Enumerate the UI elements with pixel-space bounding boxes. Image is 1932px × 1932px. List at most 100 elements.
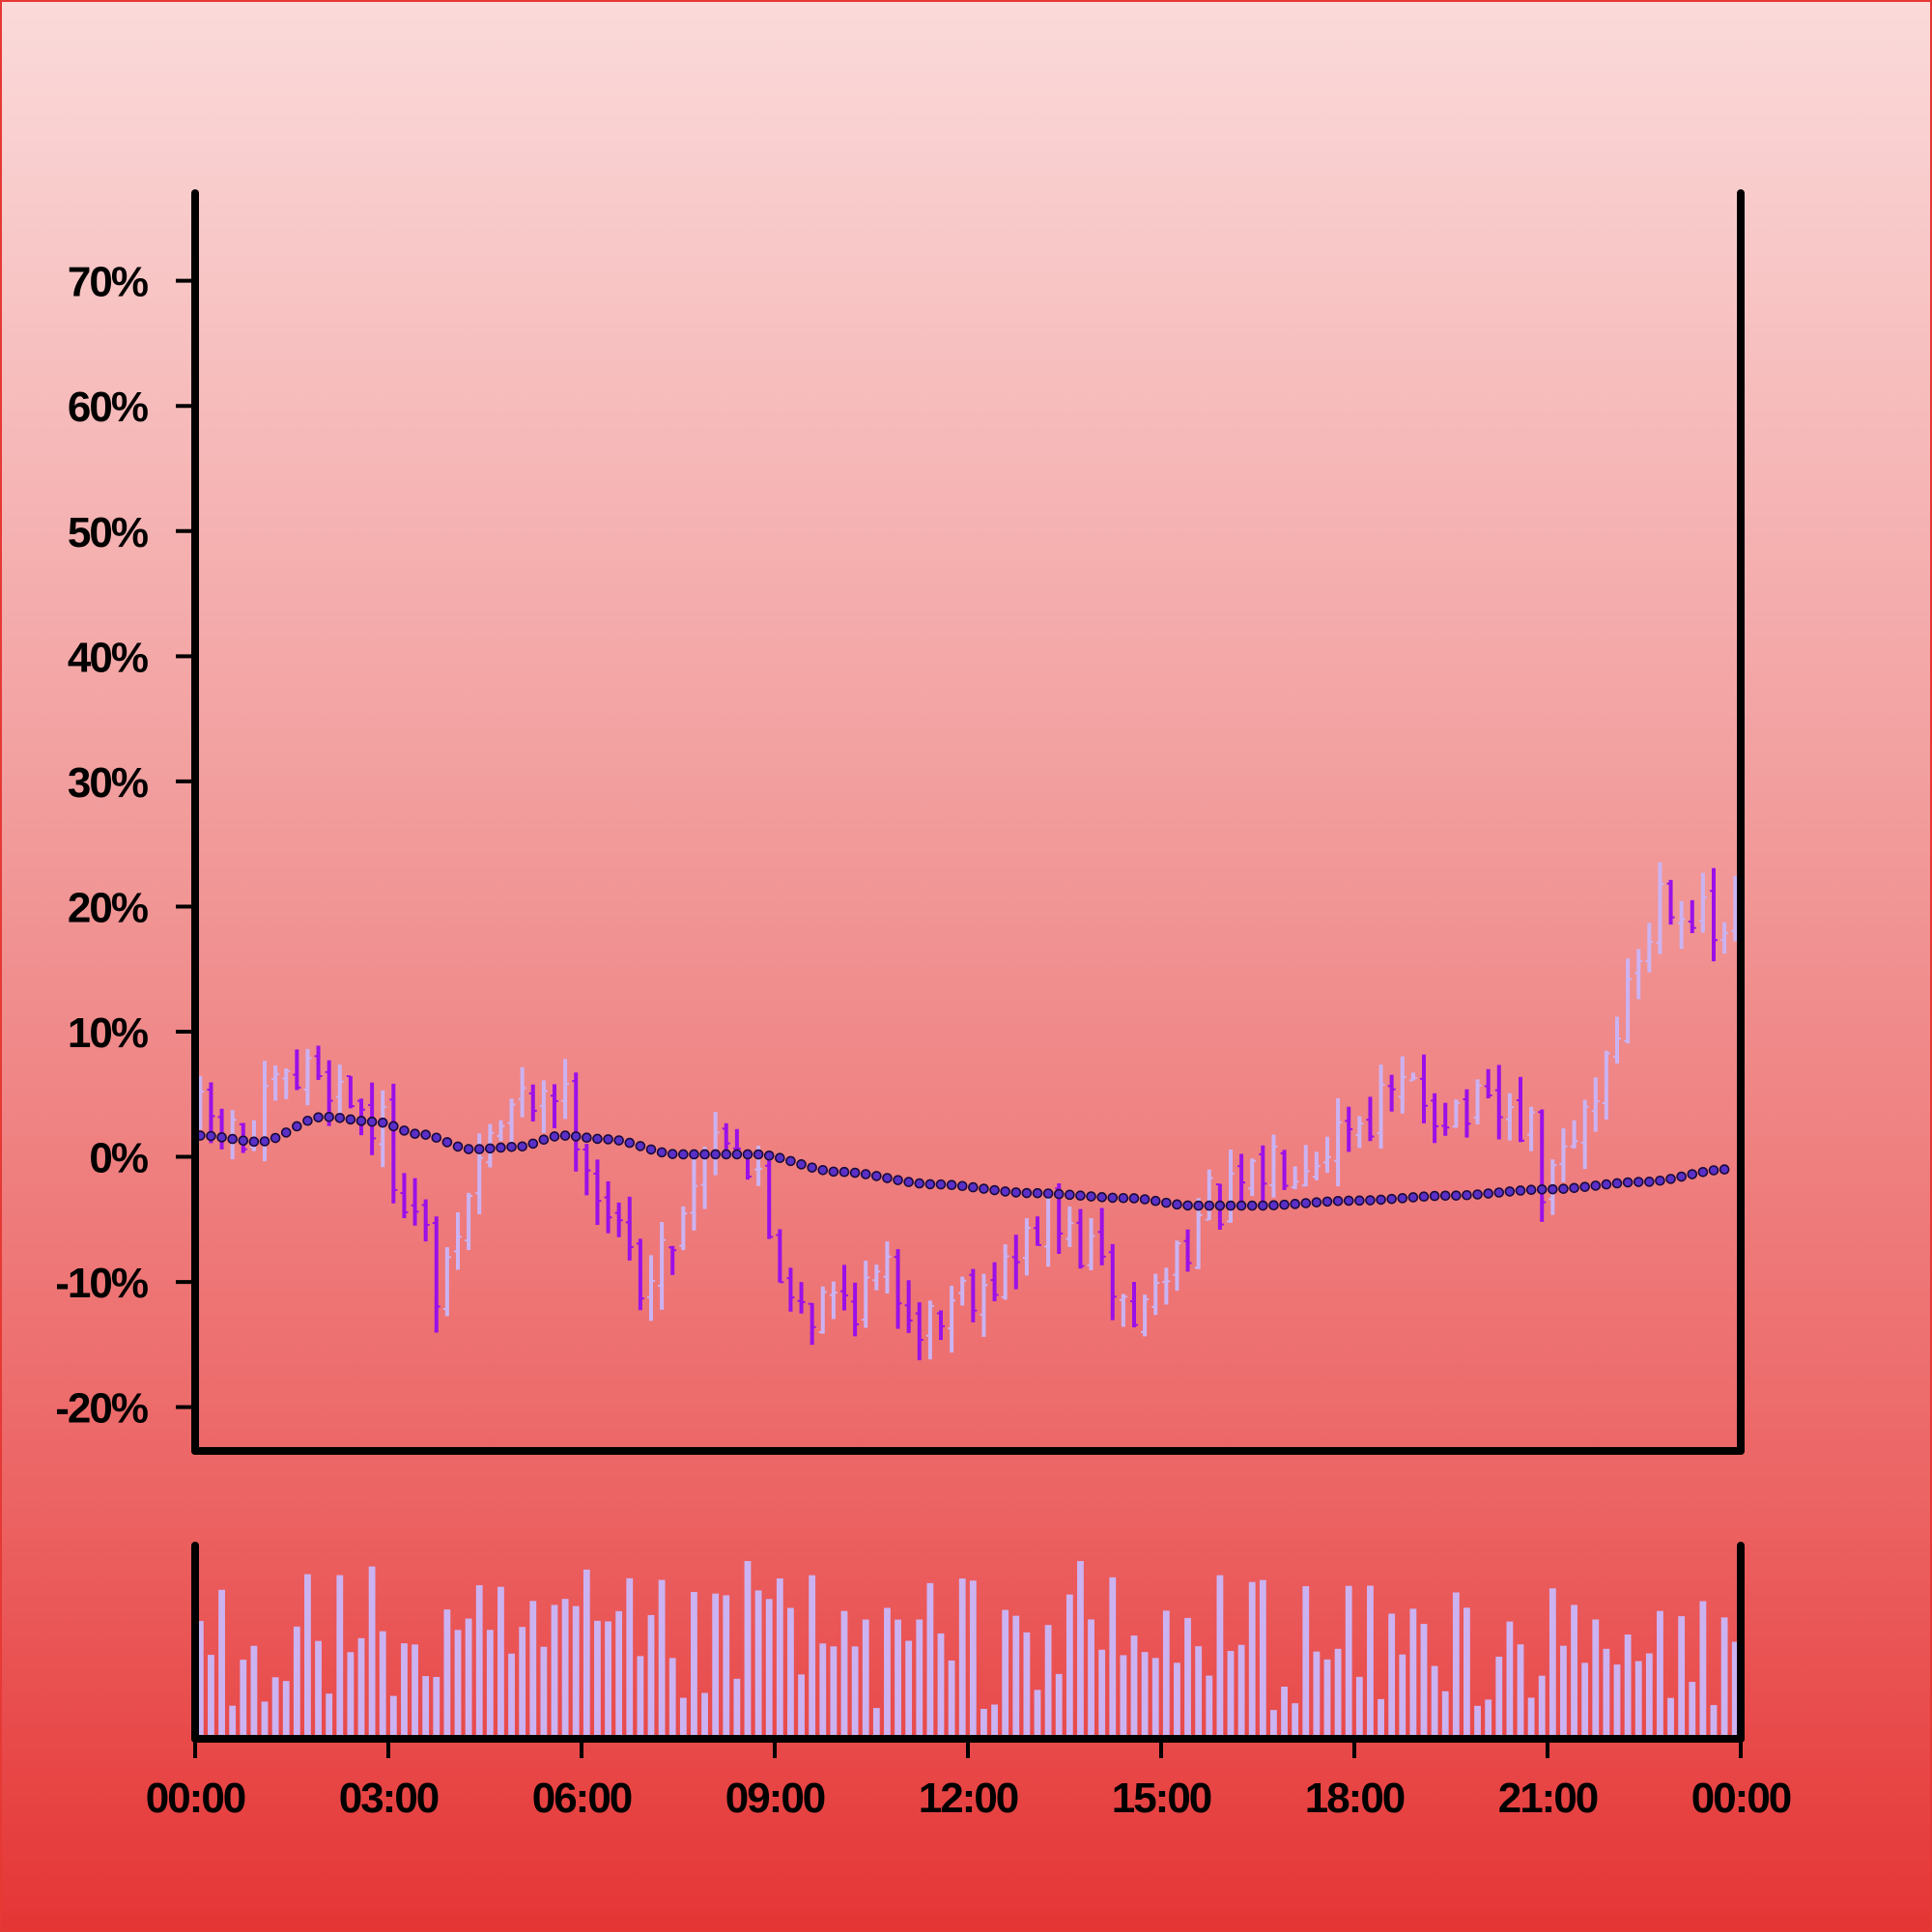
- moving-average-point: [731, 1149, 743, 1160]
- volume-bar: [1088, 1619, 1094, 1739]
- volume-bar: [465, 1618, 472, 1739]
- x-tick-label: 03:00: [339, 1775, 439, 1822]
- moving-average-point: [410, 1128, 420, 1139]
- volume-bar: [208, 1655, 214, 1739]
- volume-bar: [1259, 1579, 1266, 1739]
- volume-bar: [733, 1678, 741, 1739]
- volume-bar: [1548, 1588, 1556, 1739]
- volume-series: [196, 1561, 1739, 1739]
- moving-average-point: [1258, 1200, 1268, 1211]
- volume-bar: [1248, 1581, 1256, 1739]
- y-tick-label: 20%: [68, 884, 148, 931]
- x-tick-label: 21:00: [1498, 1775, 1598, 1822]
- moving-average-point: [1107, 1192, 1119, 1204]
- moving-average-point: [1719, 1164, 1730, 1175]
- moving-average-point: [1300, 1198, 1312, 1208]
- volume-bar: [315, 1640, 322, 1739]
- moving-average-point: [1290, 1199, 1300, 1209]
- volume-bar: [1367, 1585, 1374, 1739]
- moving-average-point: [1236, 1200, 1247, 1211]
- volume-bar: [1174, 1662, 1180, 1739]
- moving-average-point: [1407, 1192, 1419, 1203]
- volume-bar: [1699, 1601, 1707, 1739]
- volume-bar: [1420, 1624, 1428, 1739]
- volume-bar: [658, 1579, 666, 1739]
- volume-bar: [1592, 1619, 1600, 1739]
- moving-average-point: [1376, 1194, 1386, 1206]
- volume-bar: [926, 1582, 934, 1739]
- moving-average-point: [1032, 1187, 1043, 1199]
- volume-bar: [594, 1620, 601, 1739]
- moving-average-point: [613, 1135, 624, 1146]
- moving-average-point: [1139, 1194, 1151, 1205]
- volume-bar: [561, 1599, 569, 1739]
- volume-bar: [347, 1652, 355, 1739]
- volume-bar: [809, 1575, 816, 1739]
- volume-bar: [884, 1607, 891, 1739]
- volume-bar: [229, 1705, 237, 1739]
- volume-bar: [840, 1610, 848, 1739]
- moving-average-point: [721, 1149, 732, 1160]
- volume-bar: [754, 1590, 762, 1739]
- moving-average-point: [313, 1112, 324, 1122]
- volume-bar: [1355, 1676, 1363, 1739]
- price-panel: 70% 60% 50% 40% 30% 20% 10% 0% -10% -20%: [55, 189, 1745, 1455]
- volume-bar: [508, 1653, 515, 1739]
- volume-panel: 00:00 03:00 06:00 09:00 12:00 15:00 18:00 21:00…: [146, 1542, 1793, 1822]
- ohlc-series: [196, 862, 1740, 1361]
- volume-bar: [551, 1605, 558, 1739]
- moving-average-point: [1204, 1200, 1215, 1211]
- volume-bar: [776, 1577, 783, 1739]
- volume-bar: [948, 1660, 955, 1739]
- moving-average-point: [678, 1149, 689, 1160]
- moving-average-point: [1128, 1193, 1140, 1204]
- volume-bar: [701, 1692, 708, 1739]
- volume-bar: [271, 1677, 279, 1739]
- moving-average-point: [1096, 1192, 1107, 1203]
- volume-bar: [1345, 1585, 1352, 1739]
- moving-average-point: [742, 1149, 753, 1160]
- volume-bar: [475, 1585, 483, 1739]
- x-axis: 00:00 03:00 06:00 09:00 12:00 15:00 18:00 21:00…: [146, 1739, 1793, 1822]
- volume-bar: [1162, 1610, 1170, 1739]
- moving-average-point: [828, 1166, 839, 1178]
- volume-bar: [1044, 1625, 1052, 1739]
- volume-bar: [379, 1631, 386, 1739]
- moving-average-point: [979, 1183, 989, 1194]
- x-tick-label: 00:00: [146, 1775, 245, 1822]
- volume-bar: [1065, 1594, 1073, 1739]
- moving-average-point: [796, 1159, 807, 1170]
- moving-average-point: [624, 1137, 636, 1149]
- moving-average-point: [1332, 1195, 1344, 1207]
- y-tick-label: 50%: [68, 509, 148, 556]
- volume-bar: [1720, 1617, 1728, 1739]
- moving-average-point: [1118, 1192, 1129, 1204]
- moving-average-point: [1053, 1188, 1065, 1200]
- moving-average-point: [1268, 1200, 1279, 1211]
- moving-average-point: [1354, 1195, 1365, 1207]
- volume-bar: [1002, 1609, 1009, 1739]
- moving-average-point: [324, 1111, 334, 1122]
- volume-bar: [615, 1610, 623, 1739]
- volume-bar: [1634, 1661, 1642, 1739]
- volume-bar: [261, 1701, 269, 1739]
- volume-bar: [1645, 1653, 1653, 1739]
- volume-bar: [1667, 1697, 1674, 1739]
- volume-bar: [1495, 1656, 1503, 1739]
- volume-bar: [1195, 1646, 1203, 1739]
- moving-average-point: [893, 1175, 903, 1185]
- moving-average-point: [1000, 1186, 1010, 1197]
- moving-average-point: [1548, 1183, 1558, 1195]
- volume-bar: [304, 1574, 311, 1739]
- moving-average-point: [1086, 1191, 1096, 1202]
- moving-average-point: [989, 1184, 1000, 1196]
- moving-average-point: [280, 1127, 292, 1138]
- moving-average-point: [1611, 1178, 1623, 1189]
- moving-average-point: [1214, 1200, 1226, 1211]
- volume-bar: [798, 1674, 805, 1739]
- moving-average-point: [710, 1149, 721, 1160]
- volume-bar: [991, 1704, 998, 1739]
- y-tick-label: 70%: [68, 259, 148, 306]
- volume-bar: [1077, 1561, 1084, 1739]
